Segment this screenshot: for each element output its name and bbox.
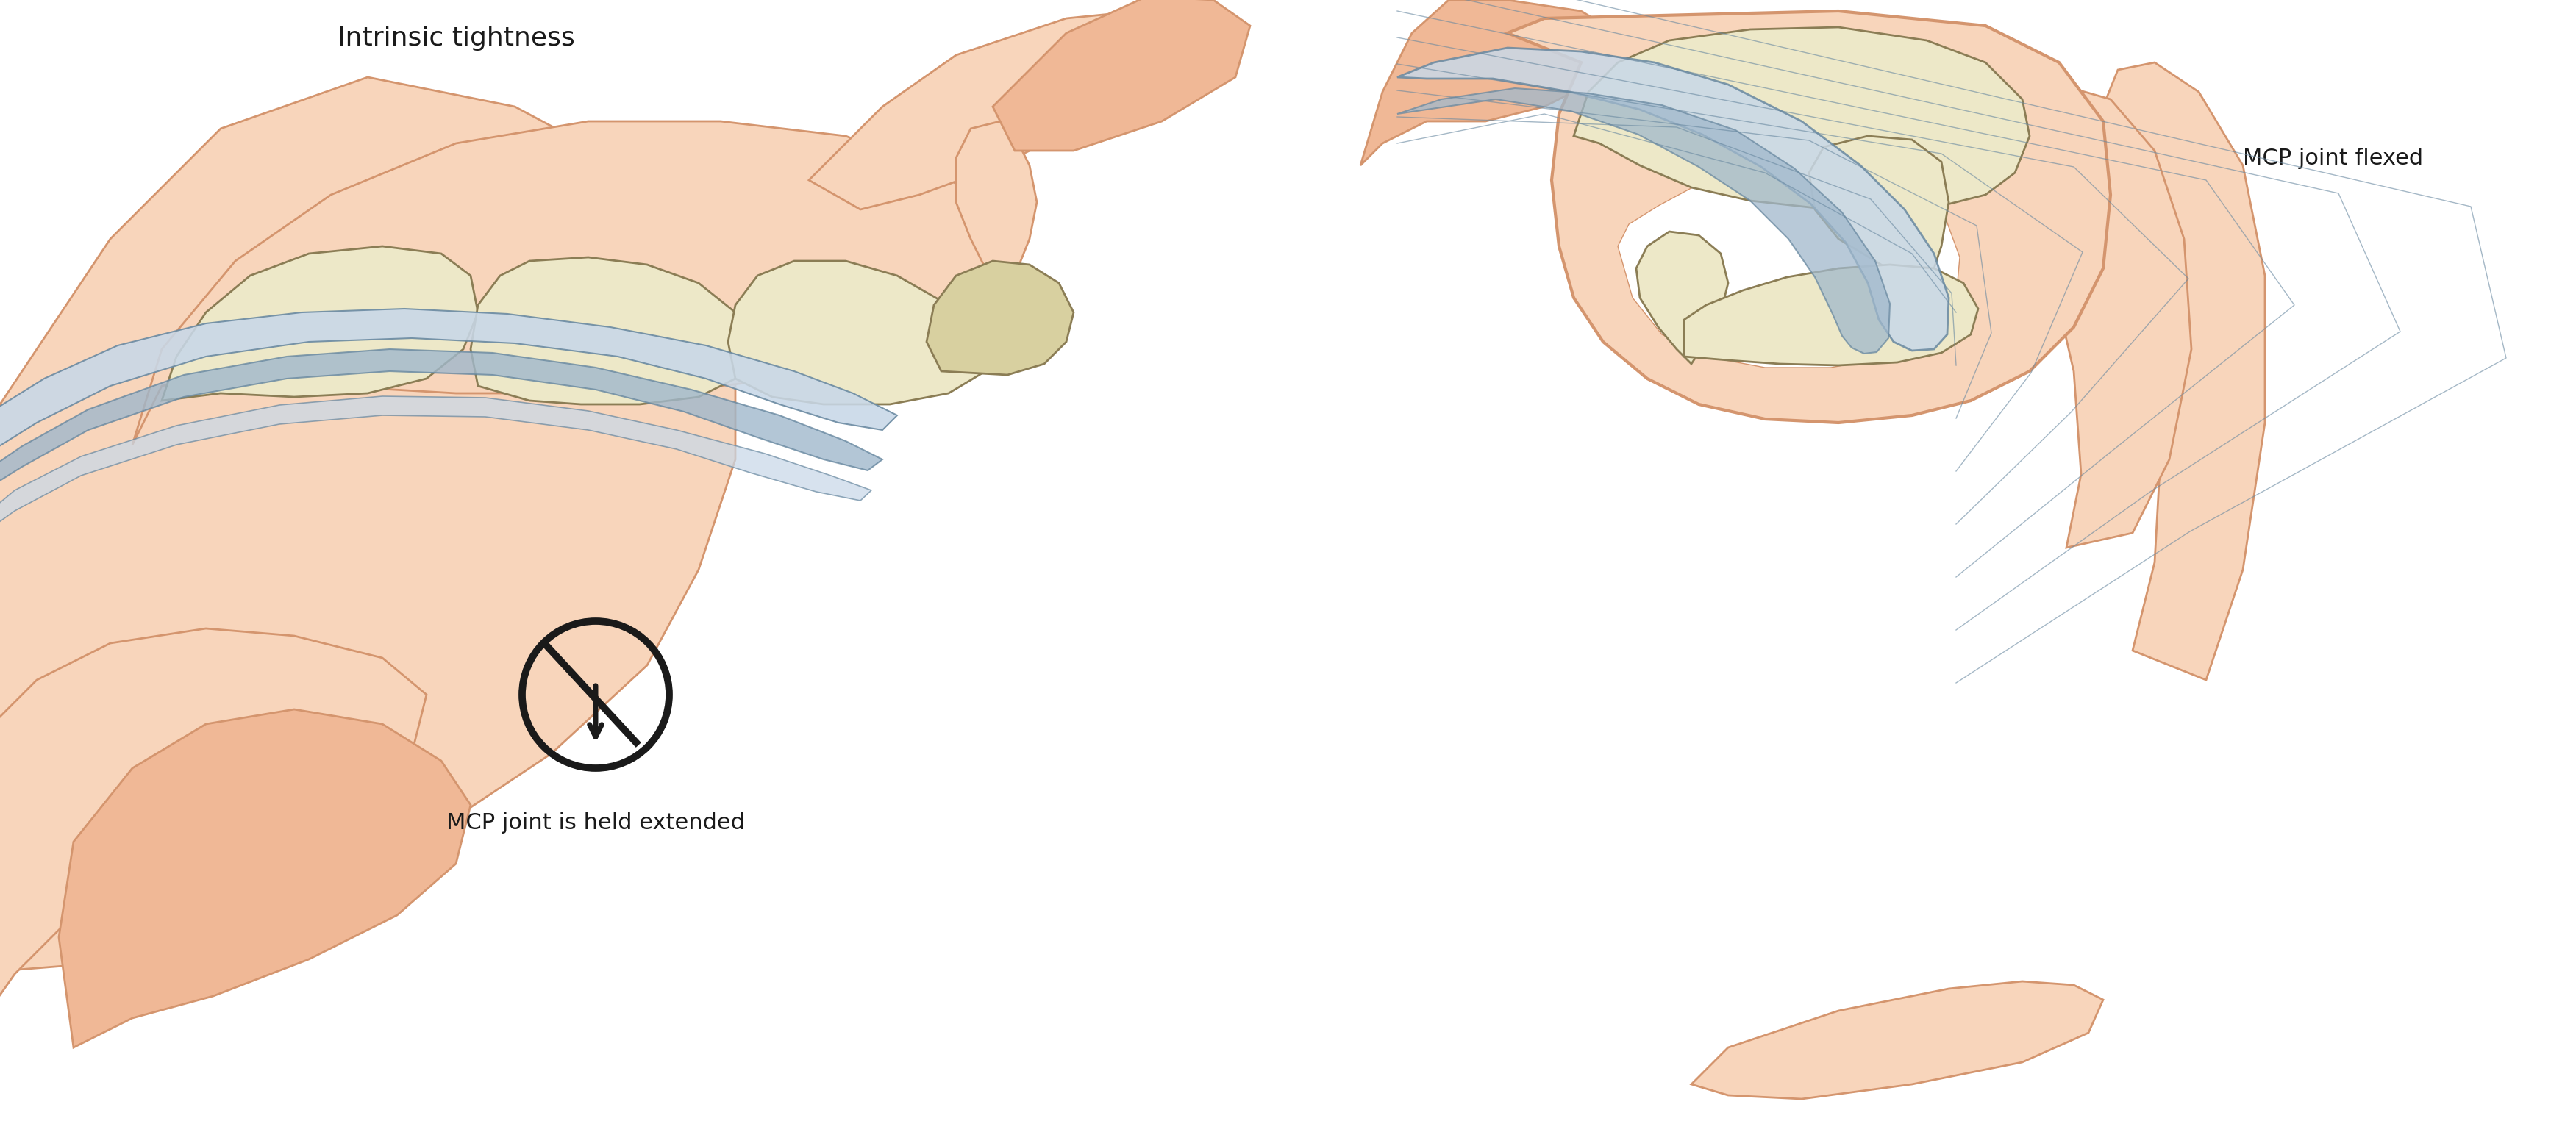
Polygon shape bbox=[1808, 136, 1947, 290]
Polygon shape bbox=[0, 396, 871, 548]
Polygon shape bbox=[131, 121, 1015, 445]
Polygon shape bbox=[471, 258, 742, 405]
Polygon shape bbox=[1685, 265, 1978, 365]
Polygon shape bbox=[1692, 981, 2102, 1099]
Polygon shape bbox=[1574, 27, 2030, 210]
Polygon shape bbox=[0, 629, 428, 1047]
Polygon shape bbox=[992, 0, 1249, 150]
Polygon shape bbox=[59, 710, 471, 1047]
Polygon shape bbox=[2007, 84, 2192, 548]
Polygon shape bbox=[1396, 48, 1947, 351]
Polygon shape bbox=[1618, 161, 1960, 368]
Polygon shape bbox=[809, 11, 1177, 210]
Polygon shape bbox=[0, 77, 734, 974]
Text: MCP joint is held extended: MCP joint is held extended bbox=[446, 813, 744, 834]
Polygon shape bbox=[956, 121, 1038, 305]
Polygon shape bbox=[0, 308, 896, 460]
Polygon shape bbox=[162, 247, 479, 400]
Polygon shape bbox=[729, 261, 987, 405]
Polygon shape bbox=[1507, 11, 2110, 423]
Polygon shape bbox=[1636, 232, 1728, 364]
Polygon shape bbox=[927, 261, 1074, 374]
Polygon shape bbox=[1396, 89, 1891, 353]
Text: MCP joint flexed: MCP joint flexed bbox=[2244, 147, 2424, 168]
Polygon shape bbox=[1360, 0, 1618, 166]
Polygon shape bbox=[2102, 63, 2264, 680]
Text: Intrinsic tightness: Intrinsic tightness bbox=[337, 26, 574, 50]
Polygon shape bbox=[0, 349, 884, 503]
